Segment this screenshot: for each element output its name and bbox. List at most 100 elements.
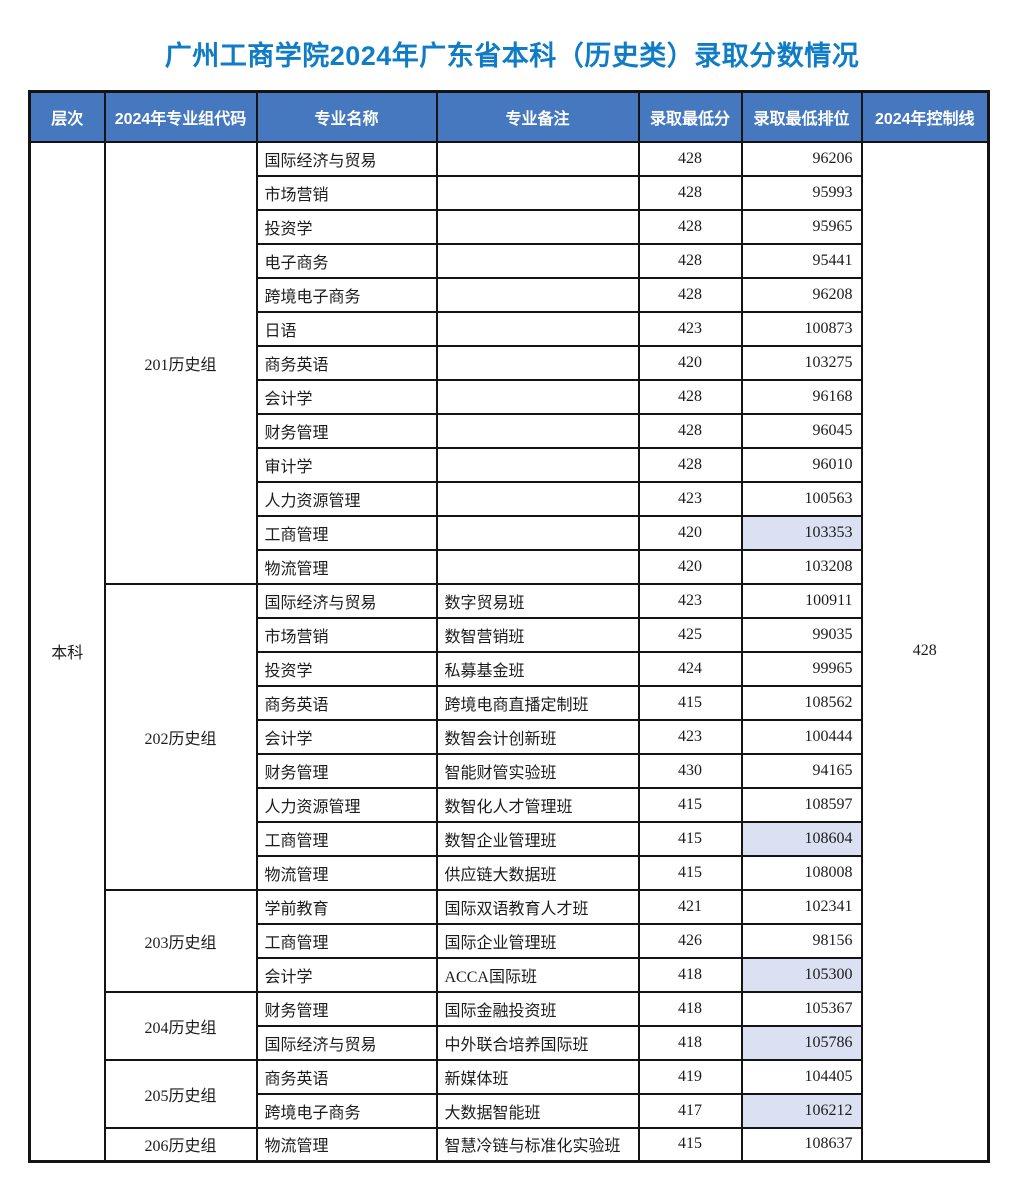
control-line-cell: 428 (860, 140, 990, 1163)
major-name-cell: 财务管理 (255, 412, 438, 449)
min-score-cell: 423 (637, 718, 743, 755)
major-note-cell: 大数据智能班 (435, 1092, 640, 1129)
min-rank-cell: 103353 (740, 514, 863, 551)
min-score-cell: 423 (637, 310, 743, 347)
table-row: 工商管理 国际企业管理班 426 98156 (30, 922, 989, 959)
min-rank-cell: 103275 (740, 344, 863, 381)
group-code-cell: 202历史组 (103, 582, 258, 891)
min-rank-cell: 96206 (740, 140, 863, 177)
group-code-cell: 205历史组 (103, 1058, 258, 1129)
major-note-cell (435, 548, 640, 585)
min-rank-cell: 94165 (740, 752, 863, 789)
major-note-cell: 国际双语教育人才班 (435, 888, 640, 925)
major-note-cell: 国际企业管理班 (435, 922, 640, 959)
table-row: 本科 201历史组 国际经济与贸易 428 96206 428 (28, 140, 990, 1163)
major-name-cell: 财务管理 (255, 752, 438, 789)
min-score-cell: 418 (637, 990, 743, 1027)
min-score-cell: 420 (637, 548, 743, 585)
table-row: 投资学 私募基金班 424 99965 (30, 650, 989, 687)
table-row: 物流管理 420 103208 (30, 548, 989, 585)
table-row: 财务管理 428 96045 (30, 412, 989, 449)
table-row: 206历史组 物流管理 智慧冷链与标准化实验班 415 108637 (30, 1126, 989, 1163)
major-note-cell: 智慧冷链与标准化实验班 (435, 1126, 640, 1163)
min-rank-cell: 105786 (740, 1024, 863, 1061)
major-note-cell: 数智营销班 (435, 616, 640, 653)
major-name-cell: 跨境电子商务 (255, 276, 438, 313)
table-row: 财务管理 智能财管实验班 430 94165 (30, 752, 989, 789)
min-score-cell: 428 (637, 242, 743, 279)
major-name-cell: 财务管理 (255, 990, 438, 1027)
major-name-cell: 市场营销 (255, 174, 438, 211)
group-code-cell: 201历史组 (103, 140, 258, 585)
table-row: 会计学 428 96168 (30, 378, 989, 415)
min-rank-cell: 108604 (740, 820, 863, 857)
major-name-cell: 商务英语 (255, 684, 438, 721)
major-note-cell: 私募基金班 (435, 650, 640, 687)
major-name-cell: 市场营销 (255, 616, 438, 653)
major-note-cell (435, 310, 640, 347)
major-name-cell: 人力资源管理 (255, 786, 438, 823)
major-name-cell: 日语 (255, 310, 438, 347)
major-name-cell: 工商管理 (255, 514, 438, 551)
major-note-cell (435, 208, 640, 245)
major-note-cell (435, 140, 640, 177)
table-row: 国际经济与贸易 中外联合培养国际班 418 105786 (30, 1024, 989, 1061)
major-note-cell (435, 480, 640, 517)
table-body: 本科 201历史组 国际经济与贸易 428 96206 428 市场营销 428 95993 投资… (28, 140, 990, 1163)
major-name-cell: 投资学 (255, 650, 438, 687)
major-name-cell: 物流管理 (255, 548, 438, 585)
table-row: 商务英语 跨境电商直播定制班 415 108562 (30, 684, 989, 721)
table-row: 会计学 ACCA国际班 418 105300 (30, 956, 989, 993)
major-note-cell: ACCA国际班 (435, 956, 640, 993)
major-note-cell: 供应链大数据班 (435, 854, 640, 891)
min-score-cell: 421 (637, 888, 743, 925)
major-name-cell: 国际经济与贸易 (255, 1024, 438, 1061)
major-note-cell (435, 446, 640, 483)
major-name-cell: 投资学 (255, 208, 438, 245)
table-row: 205历史组 商务英语 新媒体班 419 104405 (30, 1058, 989, 1129)
header-row: 层次 2024年专业组代码 专业名称 专业备注 录取最低分 录取最低排位 202… (28, 90, 990, 143)
table-row: 跨境电子商务 428 96208 (30, 276, 989, 313)
min-score-cell: 417 (637, 1092, 743, 1129)
table-row: 202历史组 国际经济与贸易 数字贸易班 423 100911 (30, 582, 989, 891)
min-rank-cell: 96045 (740, 412, 863, 449)
major-note-cell: 智能财管实验班 (435, 752, 640, 789)
min-score-cell: 428 (637, 140, 743, 177)
major-note-cell (435, 412, 640, 449)
min-rank-cell: 100444 (740, 718, 863, 755)
major-name-cell: 人力资源管理 (255, 480, 438, 517)
header-level: 层次 (28, 90, 106, 143)
major-name-cell: 物流管理 (255, 854, 438, 891)
min-rank-cell: 108637 (740, 1126, 863, 1163)
min-rank-cell: 108597 (740, 786, 863, 823)
table-row: 商务英语 420 103275 (30, 344, 989, 381)
major-name-cell: 商务英语 (255, 1058, 438, 1095)
min-score-cell: 428 (637, 412, 743, 449)
major-name-cell: 工商管理 (255, 922, 438, 959)
major-name-cell: 会计学 (255, 718, 438, 755)
major-note-cell (435, 174, 640, 211)
major-note-cell: 数智企业管理班 (435, 820, 640, 857)
min-score-cell: 423 (637, 582, 743, 619)
major-note-cell (435, 276, 640, 313)
major-name-cell: 跨境电子商务 (255, 1092, 438, 1129)
header-control-line: 2024年控制线 (860, 90, 990, 143)
major-name-cell: 国际经济与贸易 (255, 140, 438, 177)
major-note-cell (435, 242, 640, 279)
major-name-cell: 工商管理 (255, 820, 438, 857)
major-note-cell (435, 514, 640, 551)
min-score-cell: 415 (637, 786, 743, 823)
group-code-cell: 206历史组 (103, 1126, 258, 1163)
major-name-cell: 会计学 (255, 378, 438, 415)
min-score-cell: 415 (637, 854, 743, 891)
header-major-name: 专业名称 (255, 90, 438, 143)
min-rank-cell: 100911 (740, 582, 863, 619)
header-group-code: 2024年专业组代码 (103, 90, 258, 143)
min-rank-cell: 99035 (740, 616, 863, 653)
min-score-cell: 428 (637, 276, 743, 313)
min-score-cell: 418 (637, 1024, 743, 1061)
min-rank-cell: 103208 (740, 548, 863, 585)
min-score-cell: 423 (637, 480, 743, 517)
major-name-cell: 物流管理 (255, 1126, 438, 1163)
table-row: 电子商务 428 95441 (30, 242, 989, 279)
